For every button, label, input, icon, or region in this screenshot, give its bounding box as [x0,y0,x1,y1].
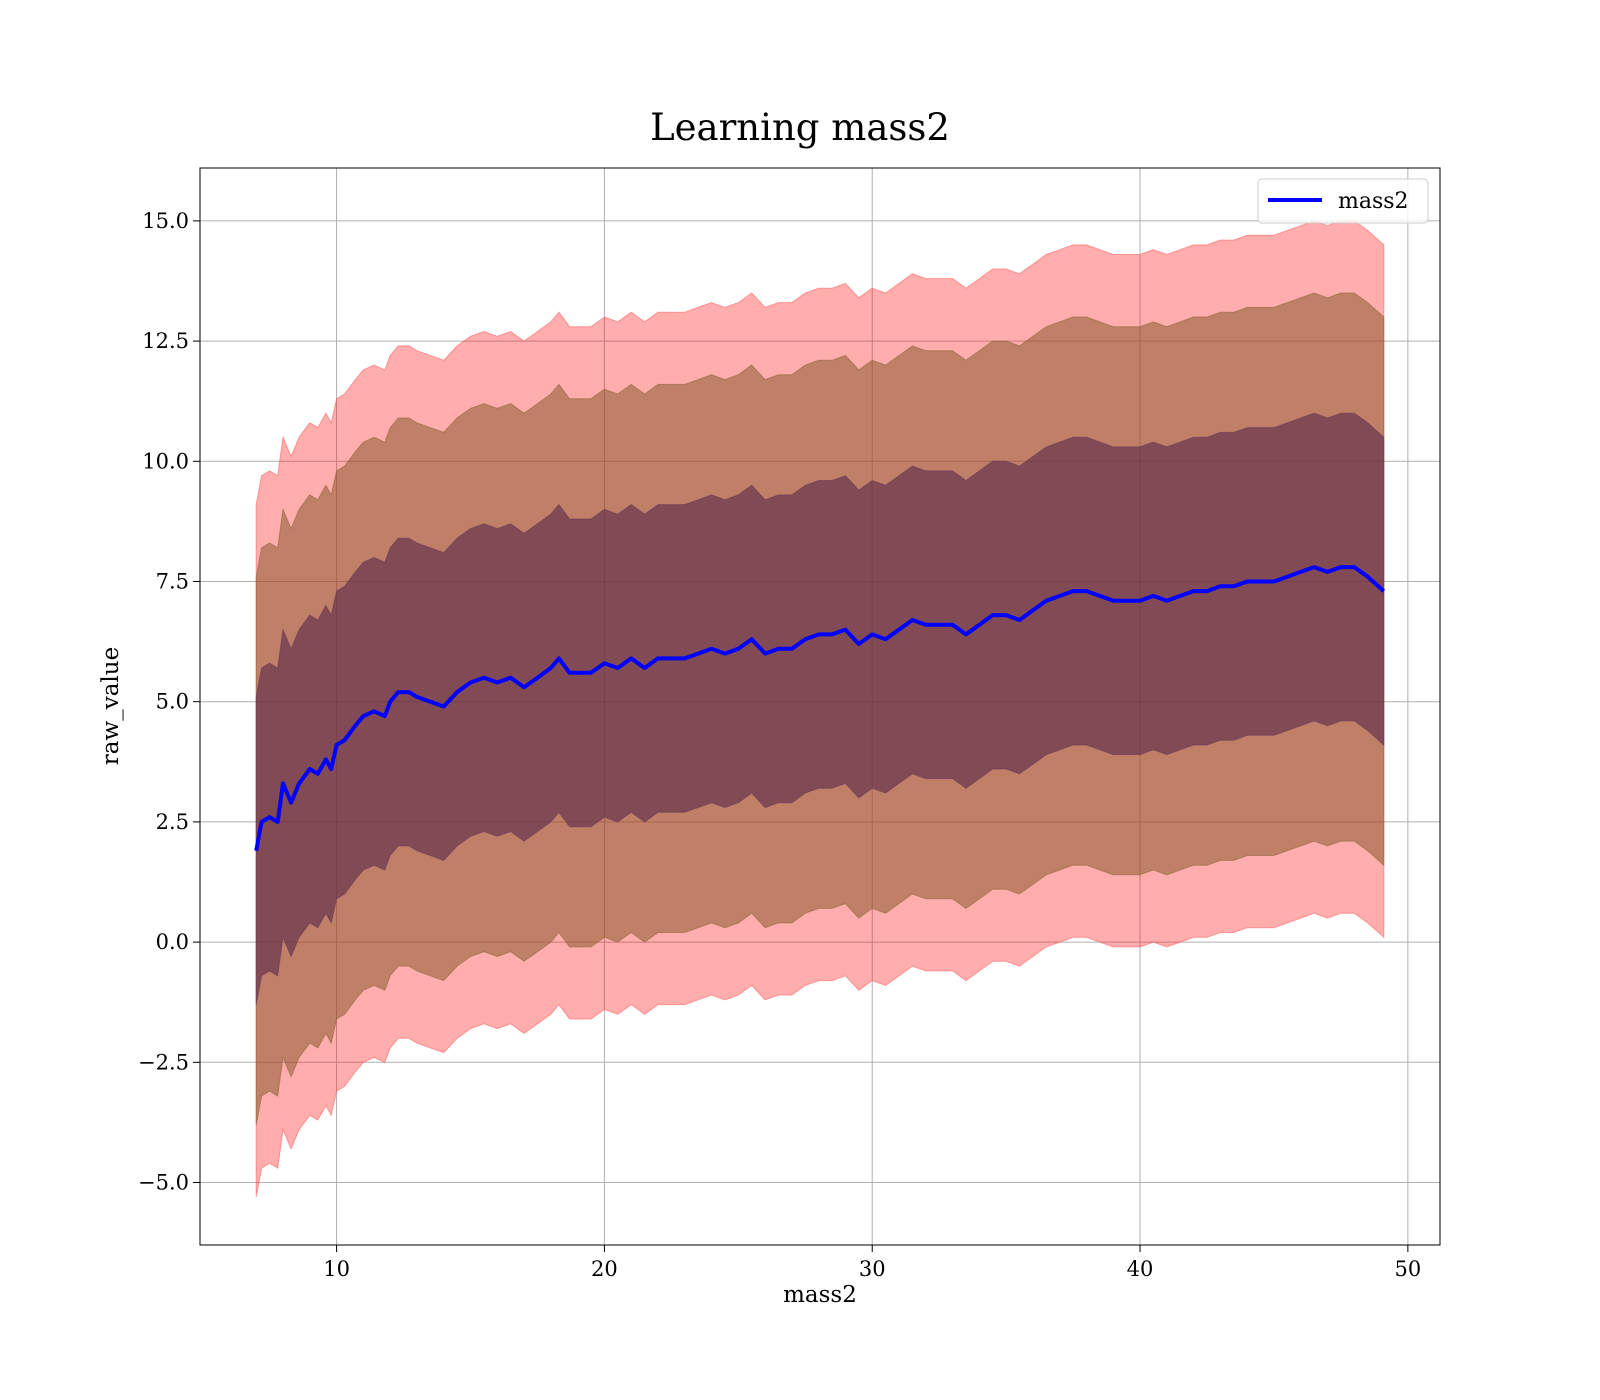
y-tick-label: 15.0 [142,209,189,233]
series-line-mass2 [254,565,1386,852]
chart-title: Learning mass2 [650,106,950,149]
uncertainty-bands [255,220,1385,1197]
y-tick-label: 2.5 [156,810,189,834]
legend: mass2 [1257,178,1429,224]
series-layer [254,565,1386,852]
y-tick-label: 12.5 [142,329,189,353]
x-tick-label: 40 [1127,1257,1154,1281]
band-inner [255,412,1385,1005]
legend-label-mass2: mass2 [1338,189,1409,214]
x-tick-label: 10 [323,1257,350,1281]
y-tick-label: 10.0 [142,449,189,473]
y-tick-label: −2.5 [138,1050,189,1074]
y-axis-label: raw_value [98,647,124,765]
legend-box [1257,178,1429,224]
plot-frame [199,167,1441,1246]
x-axis-label: mass2 [783,1282,857,1308]
x-tick-label: 30 [859,1257,886,1281]
y-tick-label: 7.5 [156,569,189,593]
y-tick-label: 0.0 [156,930,189,954]
y-tick-label: 5.0 [156,690,189,714]
x-tick-label: 50 [1394,1257,1421,1281]
x-tick-label: 20 [591,1257,618,1281]
y-tick-label: −5.0 [138,1170,189,1194]
axis-ticks: 10 20 30 40 50 −5.0 −2.5 0.0 2.5 5.0 7.5 10.0 12.5 15… [138,209,1421,1281]
